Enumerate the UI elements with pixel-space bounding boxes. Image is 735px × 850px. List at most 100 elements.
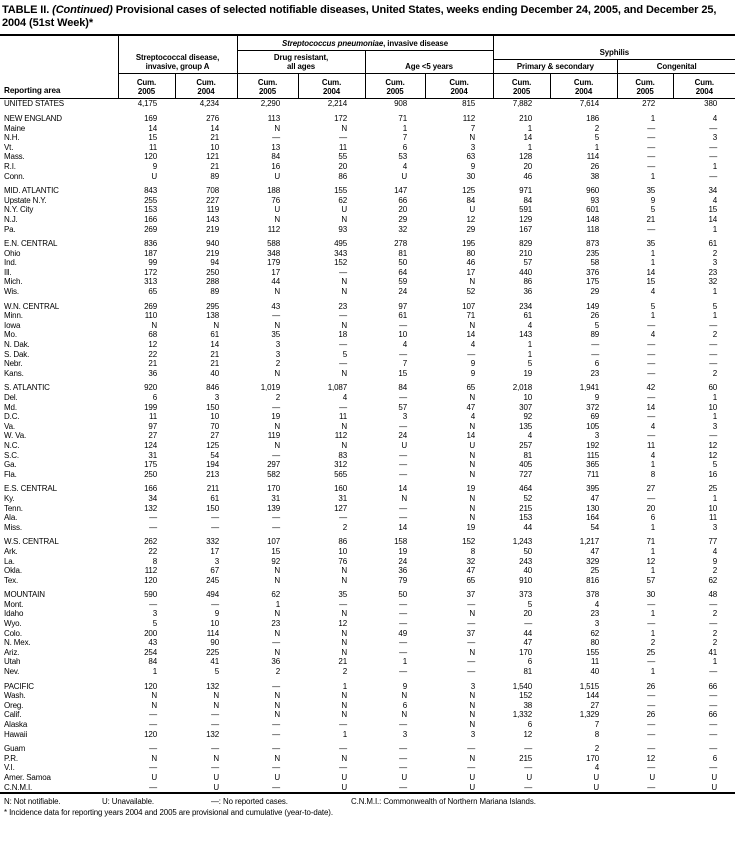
value-cell: 15 (148, 133, 157, 143)
table-row: Nev. 1 5 2 2 — — 81 40 1 — (0, 667, 735, 677)
table-row: Wyo. 5 10 23 12 — — — 3 — — (0, 619, 735, 629)
value-cell: N (341, 638, 348, 648)
value-cell: 32 (466, 556, 476, 566)
value-cell: 2,018 (512, 383, 533, 393)
table-row: Okla. 112 67 N N 36 47 40 25 1 2 (0, 566, 735, 576)
value-cell: 15 (271, 546, 281, 556)
value-cell: — (211, 710, 220, 720)
value-cell: 1 (527, 142, 533, 152)
value-cell: 7,614 (579, 99, 600, 109)
value-cell: — (399, 513, 408, 523)
reporting-area-cell: Minn. (4, 311, 23, 321)
value-cell: 195 (462, 239, 476, 249)
value-cell: 494 (206, 590, 220, 600)
reporting-area-cell: Mass. (4, 152, 25, 162)
reporting-area-cell: Miss. (4, 522, 22, 532)
value-cell: 113 (267, 113, 281, 123)
title-continued: (Continued) (52, 4, 113, 16)
value-cell: 3 (402, 412, 408, 422)
table-row: Ohio 187 219 348 343 81 80 210 235 1 2 (0, 249, 735, 259)
value-cell: 591 (519, 205, 533, 215)
table-row: Conn. U 89 U 86 U 30 46 38 1 — (0, 172, 735, 182)
table-row: R.I. 9 21 16 20 4 9 20 26 — 1 (0, 162, 735, 172)
value-cell: 11 (591, 657, 600, 667)
value-cell: — (149, 720, 157, 729)
value-cell: 93 (338, 224, 348, 234)
value-cell: 4 (402, 340, 408, 350)
value-cell: 14 (398, 484, 408, 494)
value-cell: 257 (519, 440, 533, 450)
value-cell: 5 (650, 301, 656, 311)
value-cell: 86 (523, 277, 533, 287)
value-cell: 89 (210, 171, 220, 181)
table-row: Oreg. N N N N 6 N 38 27 — — (0, 701, 735, 711)
value-cell: 2 (712, 248, 718, 258)
value-cell: 42 (646, 383, 656, 393)
value-cell: — (709, 349, 718, 359)
value-cell: N (469, 647, 476, 657)
value-cell: N (401, 493, 408, 503)
value-cell: 50 (398, 590, 408, 600)
value-cell: 495 (334, 239, 348, 249)
value-cell: 80 (590, 638, 600, 648)
value-cell: 119 (267, 431, 281, 441)
reporting-area-cell: W. Va. (4, 431, 27, 441)
value-cell: 1,087 (327, 383, 348, 393)
value-cell: N (401, 710, 408, 720)
value-cell: 125 (206, 440, 220, 450)
value-cell: 166 (144, 484, 157, 494)
reporting-area-cell: Del. (4, 393, 18, 402)
value-cell: 5 (342, 349, 348, 359)
value-cell: 172 (334, 113, 348, 123)
value-cell: — (591, 340, 600, 350)
value-cell: — (709, 599, 718, 609)
value-cell: 2 (594, 123, 600, 133)
value-cell: — (399, 393, 408, 402)
value-cell: 43 (271, 301, 281, 311)
value-cell: 1 (712, 161, 718, 171)
value-cell: 188 (267, 186, 281, 196)
value-cell: 4 (342, 393, 348, 402)
value-cell: — (647, 393, 656, 402)
value-cell: 5 (712, 460, 718, 470)
value-cell: 590 (144, 590, 157, 600)
strep-pneumoniae-species: Streptococcus pneumoniae (282, 38, 384, 48)
value-cell: 84 (523, 195, 533, 205)
value-cell: — (524, 763, 533, 773)
value-cell: 44 (271, 277, 281, 287)
value-cell: N (469, 460, 476, 470)
value-cell: 1 (527, 349, 533, 359)
value-cell: N (341, 566, 348, 576)
notifiable-diseases-table: Reporting area Streptococcal disease, in… (0, 34, 735, 795)
value-cell: 112 (267, 224, 281, 234)
value-cell: 219 (206, 224, 220, 234)
reporting-area-cell: Tex. (4, 575, 19, 585)
table-row: Ga. 175 194 297 312 — N 405 365 1 5 (0, 460, 735, 470)
value-cell: 84 (148, 657, 157, 667)
value-cell: 20 (523, 161, 533, 171)
reporting-area-cell: P.R. (4, 753, 18, 763)
value-cell: 7,882 (512, 99, 533, 109)
cum-year-header: Cum. 2004 (297, 73, 366, 100)
value-cell: 23 (590, 368, 600, 378)
value-cell: N (341, 753, 348, 763)
value-cell: 6 (402, 142, 408, 152)
value-cell: 166 (144, 214, 157, 224)
reporting-area-cell: Va. (4, 421, 15, 431)
value-cell: 59 (398, 277, 408, 287)
value-cell: — (647, 619, 656, 629)
value-cell: 19 (271, 412, 281, 422)
value-cell: 127 (334, 503, 348, 513)
table-row: Ill. 172 250 17 — 64 17 440 376 14 23 (0, 268, 735, 278)
table-row: N.J. 166 143 N N 29 12 129 148 21 14 (0, 215, 735, 225)
reporting-area-cell: Calif. (4, 710, 22, 720)
value-cell: N (274, 214, 281, 224)
value-cell: 110 (144, 311, 157, 321)
value-cell: N (469, 469, 476, 479)
value-cell: 31 (148, 450, 157, 460)
value-cell: 19 (523, 368, 533, 378)
table-row: Minn. 110 138 — — 61 71 61 26 1 1 (0, 311, 735, 321)
value-cell: N (151, 753, 157, 763)
value-cell: 44 (523, 522, 533, 532)
value-cell: 3 (470, 681, 476, 691)
